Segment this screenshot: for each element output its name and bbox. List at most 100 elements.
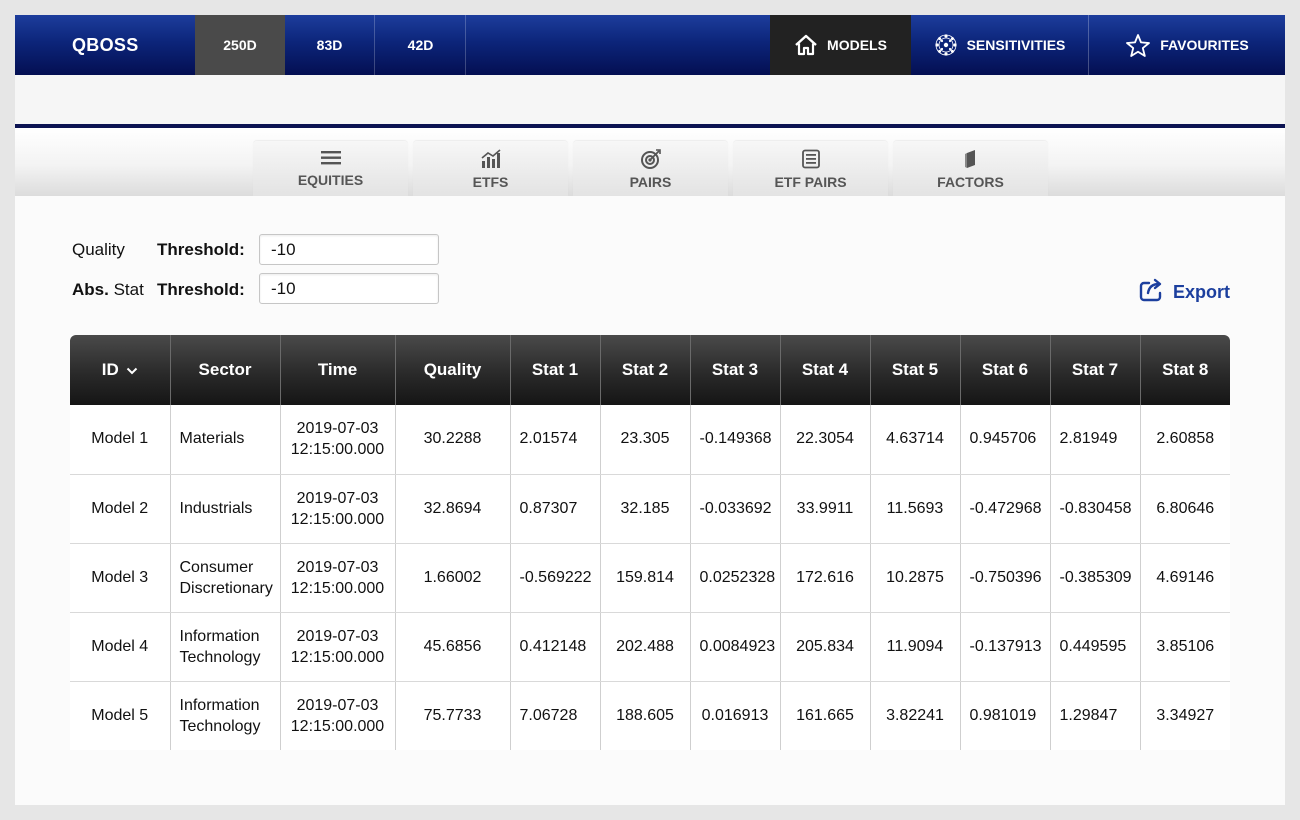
cell-id: Model 3 <box>70 543 171 613</box>
pages-icon <box>893 149 1048 169</box>
cell-stat-6: -0.750396 <box>960 543 1051 613</box>
target-icon <box>573 149 728 169</box>
nav-sensitivities-label: SENSITIVITIES <box>966 37 1066 53</box>
cell-stat-1: 7.06728 <box>510 681 601 750</box>
cell-sector: Consumer Discretionary <box>170 543 281 613</box>
tab-factors[interactable]: FACTORS <box>893 141 1048 196</box>
cell-stat-2: 159.814 <box>600 543 691 613</box>
star-icon <box>1125 33 1151 57</box>
period-tab-83d[interactable]: 83D <box>285 15 375 75</box>
export-icon <box>1139 278 1166 307</box>
network-icon <box>934 33 958 57</box>
cell-time-clock: 12:15:00.000 <box>290 717 385 735</box>
cell-stat-3: -0.033692 <box>690 474 781 544</box>
tab-etf-pairs-label: ETF PAIRS <box>774 174 847 190</box>
cell-stat-1: 0.412148 <box>510 612 601 682</box>
cell-time-date: 2019-07-03 <box>296 696 379 714</box>
cell-stat-3: 0.0252328 <box>690 543 781 613</box>
cell-stat-3: -0.149368 <box>690 405 781 475</box>
cell-stat-5: 11.9094 <box>870 612 961 682</box>
column-header-stat-2[interactable]: Stat 2 <box>600 335 691 405</box>
cell-quality: 45.6856 <box>395 612 511 682</box>
column-header-quality[interactable]: Quality <box>395 335 511 405</box>
cell-stat-6: 0.945706 <box>960 405 1051 475</box>
column-header-stat-5[interactable]: Stat 5 <box>870 335 961 405</box>
nav-divider <box>1088 15 1089 75</box>
cell-stat-2: 23.305 <box>600 405 691 475</box>
column-header-stat-8[interactable]: Stat 8 <box>1140 335 1230 405</box>
export-label: Export <box>1173 282 1231 302</box>
tab-equities[interactable]: EQUITIES <box>253 141 408 196</box>
tab-equities-label: EQUITIES <box>297 172 364 188</box>
column-header-time[interactable]: Time <box>280 335 396 405</box>
quality-threshold-input[interactable] <box>259 234 439 265</box>
threshold-label-2: Threshold: <box>157 280 245 299</box>
column-header-stat-6[interactable]: Stat 6 <box>960 335 1051 405</box>
column-header-stat-4[interactable]: Stat 4 <box>780 335 871 405</box>
nav-models-label: MODELS <box>827 37 887 53</box>
cell-stat-2: 32.185 <box>600 474 691 544</box>
nav-favourites-button[interactable]: FAVOURITES <box>1089 15 1285 75</box>
table-row[interactable]: Model 1 Materials 2019-07-03 12:15:00.000… <box>70 405 1230 475</box>
table-header-row: ID Sector Time Quality Stat 1 Stat 2 Sta… <box>70 335 1230 405</box>
cell-stat-8: 3.34927 <box>1156 706 1215 724</box>
period-tab-42d[interactable]: 42D <box>376 15 466 75</box>
cell-time: 2019-07-03 12:15:00.000 <box>280 474 396 544</box>
cell-quality: 1.66002 <box>395 543 511 613</box>
cell-stat-4: 172.616 <box>780 543 871 613</box>
cell-id: Model 2 <box>70 474 171 544</box>
tab-etfs[interactable]: ETFS <box>413 141 568 196</box>
divider-line <box>15 124 1285 128</box>
nav-models-button[interactable]: MODELS <box>770 15 911 75</box>
tab-pairs-label: PAIRS <box>629 174 672 190</box>
abs-stat-threshold-label: Abs. Stat <box>72 280 144 300</box>
table-row[interactable]: Model 3 Consumer Discretionary 2019-07-0… <box>70 543 1230 613</box>
cell-quality: 32.8694 <box>395 474 511 544</box>
cell-quality: 75.7733 <box>395 681 511 750</box>
abs-prefix: Abs. <box>72 280 109 299</box>
column-header-id[interactable]: ID <box>70 335 171 405</box>
table-row[interactable]: Model 4 Information Technology 2019-07-0… <box>70 612 1230 682</box>
cell-stat-5: 4.63714 <box>870 405 961 475</box>
cell-sector: Information Technology <box>170 681 281 750</box>
cell-stat-8: 4.69146 <box>1140 543 1230 613</box>
header-strip <box>15 75 1285 125</box>
brand-logo[interactable]: QBOSS <box>72 35 139 55</box>
abs-stat-threshold-text: Threshold: <box>157 280 245 300</box>
tab-pairs[interactable]: PAIRS <box>573 141 728 196</box>
cell-time: 2019-07-03 12:15:00.000 <box>280 681 396 750</box>
table-row[interactable]: Model 2 Industrials 2019-07-03 12:15:00.0… <box>70 474 1230 544</box>
cell-stat-5: 3.82241 <box>870 681 961 750</box>
cell-stat-7: 1.29847 <box>1050 681 1141 750</box>
cell-stat-4: 22.3054 <box>780 405 871 475</box>
cell-stat-7: 0.449595 <box>1050 612 1141 682</box>
cell-stat-6: 0.981019 <box>960 681 1051 750</box>
cell-time-date: 2019-07-03 <box>296 420 379 438</box>
period-tab-250d[interactable]: 250D <box>195 15 285 75</box>
cell-stat-1: -0.569222 <box>510 543 601 613</box>
column-header-stat-1[interactable]: Stat 1 <box>510 335 601 405</box>
column-header-stat-3[interactable]: Stat 3 <box>690 335 781 405</box>
column-header-id-label: ID <box>101 360 119 379</box>
table-row[interactable]: Model 5 Information Technology 2019-07-0… <box>70 681 1230 750</box>
cell-stat-7: -0.830458 <box>1050 474 1141 544</box>
cell-stat-7: -0.385309 <box>1050 543 1141 613</box>
cell-sector: Industrials <box>170 474 281 544</box>
cell-stat-1: 0.87307 <box>510 474 601 544</box>
cell-id: Model 5 <box>70 681 171 750</box>
cell-stat-3: 0.0084923 <box>690 612 781 682</box>
column-header-sector[interactable]: Sector <box>170 335 281 405</box>
cell-sector: Materials <box>170 405 281 475</box>
export-button[interactable]: Export <box>1139 278 1230 307</box>
tab-etf-pairs[interactable]: ETF PAIRS <box>733 141 888 196</box>
cell-time-date: 2019-07-03 <box>296 627 379 645</box>
nav-sensitivities-button[interactable]: SENSITIVITIES <box>911 15 1088 75</box>
cell-stat-8: 6.80646 <box>1140 474 1230 544</box>
cell-stat-3: 0.016913 <box>690 681 781 750</box>
abs-stat-threshold-input[interactable] <box>259 273 439 304</box>
cell-stat-5: 11.5693 <box>870 474 961 544</box>
cell-time: 2019-07-03 12:15:00.000 <box>280 612 396 682</box>
cell-id: Model 1 <box>70 405 171 475</box>
main-panel: EQUITIES ETFS PAIRS ETF PAIRS FACTORS Qu… <box>15 75 1285 805</box>
column-header-stat-7[interactable]: Stat 7 <box>1050 335 1141 405</box>
